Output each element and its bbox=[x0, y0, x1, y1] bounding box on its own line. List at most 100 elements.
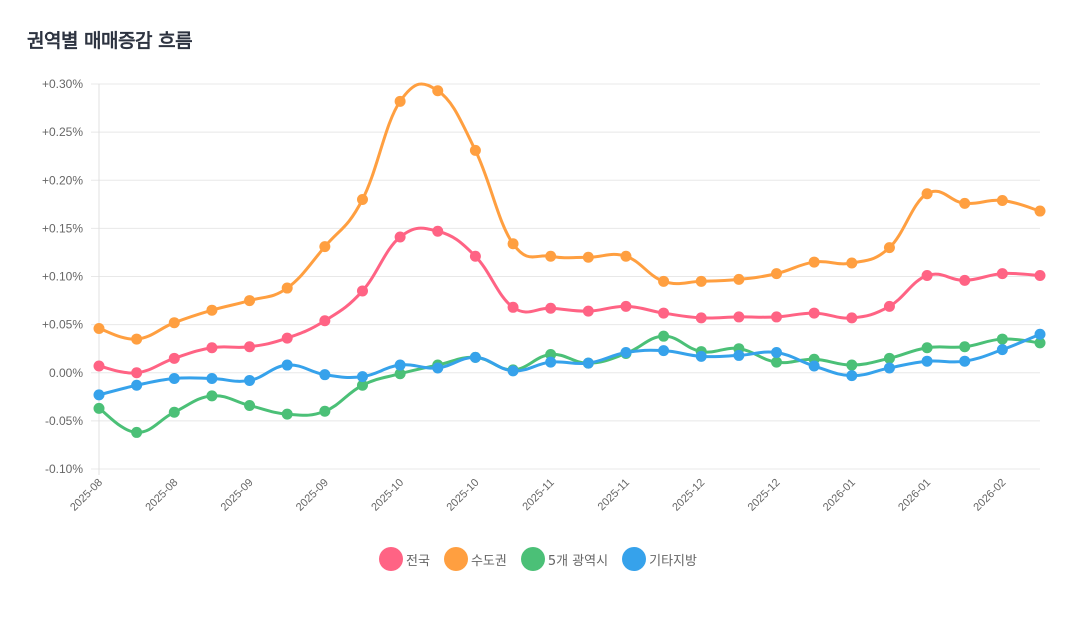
data-point[interactable] bbox=[319, 405, 331, 417]
data-point[interactable] bbox=[1034, 328, 1046, 340]
data-point[interactable] bbox=[996, 194, 1008, 206]
data-point[interactable] bbox=[319, 369, 331, 381]
data-point[interactable] bbox=[319, 241, 331, 253]
data-point[interactable] bbox=[620, 300, 632, 312]
data-point[interactable] bbox=[658, 345, 670, 357]
data-point[interactable] bbox=[469, 351, 481, 363]
data-point[interactable] bbox=[131, 379, 143, 391]
legend-item[interactable]: 기타지방 bbox=[622, 547, 697, 571]
data-point[interactable] bbox=[432, 362, 444, 374]
data-point[interactable] bbox=[695, 350, 707, 362]
data-point[interactable] bbox=[1034, 337, 1046, 349]
data-point[interactable] bbox=[959, 274, 971, 286]
data-point[interactable] bbox=[921, 188, 933, 200]
data-point[interactable] bbox=[996, 268, 1008, 280]
data-point[interactable] bbox=[244, 295, 256, 307]
data-point[interactable] bbox=[168, 406, 180, 418]
data-point[interactable] bbox=[620, 347, 632, 359]
data-point[interactable] bbox=[545, 250, 557, 262]
data-point[interactable] bbox=[846, 257, 858, 269]
legend-item[interactable]: 수도권 bbox=[443, 547, 507, 571]
data-point[interactable] bbox=[394, 231, 406, 243]
data-point[interactable] bbox=[582, 305, 594, 317]
data-point[interactable] bbox=[93, 402, 105, 414]
data-point[interactable] bbox=[921, 342, 933, 354]
data-point[interactable] bbox=[93, 322, 105, 334]
data-point[interactable] bbox=[771, 356, 783, 368]
data-point[interactable] bbox=[1034, 270, 1046, 282]
data-point[interactable] bbox=[93, 389, 105, 401]
data-point[interactable] bbox=[846, 359, 858, 371]
data-point[interactable] bbox=[808, 256, 820, 268]
data-point[interactable] bbox=[695, 275, 707, 287]
data-point[interactable] bbox=[658, 275, 670, 287]
data-point[interactable] bbox=[168, 317, 180, 329]
data-point[interactable] bbox=[319, 315, 331, 327]
data-point[interactable] bbox=[771, 268, 783, 280]
data-point[interactable] bbox=[356, 371, 368, 383]
data-point[interactable] bbox=[658, 307, 670, 319]
data-point[interactable] bbox=[507, 301, 519, 313]
data-point[interactable] bbox=[507, 365, 519, 377]
data-point[interactable] bbox=[771, 311, 783, 323]
data-point[interactable] bbox=[582, 251, 594, 263]
data-point[interactable] bbox=[545, 302, 557, 314]
data-point[interactable] bbox=[959, 341, 971, 353]
legend-item[interactable]: 5개 광역시 bbox=[520, 547, 608, 571]
data-point[interactable] bbox=[545, 356, 557, 368]
data-point[interactable] bbox=[281, 282, 293, 294]
data-point[interactable] bbox=[206, 373, 218, 385]
data-point[interactable] bbox=[733, 349, 745, 361]
data-point[interactable] bbox=[921, 355, 933, 367]
data-point[interactable] bbox=[469, 250, 481, 262]
data-point[interactable] bbox=[394, 95, 406, 107]
data-point[interactable] bbox=[808, 307, 820, 319]
data-point[interactable] bbox=[996, 333, 1008, 345]
data-point[interactable] bbox=[244, 399, 256, 411]
data-point[interactable] bbox=[620, 250, 632, 262]
data-point[interactable] bbox=[658, 330, 670, 342]
data-point[interactable] bbox=[131, 333, 143, 345]
data-point[interactable] bbox=[883, 352, 895, 364]
data-point[interactable] bbox=[394, 359, 406, 371]
data-point[interactable] bbox=[733, 311, 745, 323]
data-point[interactable] bbox=[959, 355, 971, 367]
data-point[interactable] bbox=[356, 285, 368, 297]
data-point[interactable] bbox=[959, 197, 971, 209]
data-point[interactable] bbox=[131, 426, 143, 438]
data-point[interactable] bbox=[244, 374, 256, 386]
data-point[interactable] bbox=[733, 273, 745, 285]
data-point[interactable] bbox=[996, 344, 1008, 356]
data-point[interactable] bbox=[808, 360, 820, 372]
data-point[interactable] bbox=[469, 144, 481, 156]
data-point[interactable] bbox=[281, 359, 293, 371]
data-point[interactable] bbox=[93, 360, 105, 372]
data-point[interactable] bbox=[771, 347, 783, 359]
data-point[interactable] bbox=[168, 352, 180, 364]
data-point[interactable] bbox=[394, 368, 406, 380]
data-point[interactable] bbox=[206, 390, 218, 402]
data-point[interactable] bbox=[883, 300, 895, 312]
data-point[interactable] bbox=[356, 379, 368, 391]
data-point[interactable] bbox=[131, 367, 143, 379]
data-point[interactable] bbox=[846, 312, 858, 324]
data-point[interactable] bbox=[582, 357, 594, 369]
data-point[interactable] bbox=[206, 304, 218, 316]
data-point[interactable] bbox=[921, 270, 933, 282]
data-point[interactable] bbox=[695, 312, 707, 324]
data-point[interactable] bbox=[244, 341, 256, 353]
data-point[interactable] bbox=[356, 194, 368, 205]
data-point[interactable] bbox=[545, 348, 557, 360]
data-point[interactable] bbox=[206, 342, 218, 354]
data-point[interactable] bbox=[846, 370, 858, 382]
data-point[interactable] bbox=[1034, 205, 1046, 217]
data-point[interactable] bbox=[281, 408, 293, 420]
data-point[interactable] bbox=[432, 85, 444, 97]
data-point[interactable] bbox=[883, 362, 895, 374]
data-point[interactable] bbox=[883, 242, 895, 254]
data-point[interactable] bbox=[507, 238, 519, 250]
legend-item[interactable]: 전국 bbox=[379, 547, 430, 571]
data-point[interactable] bbox=[281, 332, 293, 344]
data-point[interactable] bbox=[432, 225, 444, 237]
data-point[interactable] bbox=[168, 373, 180, 385]
